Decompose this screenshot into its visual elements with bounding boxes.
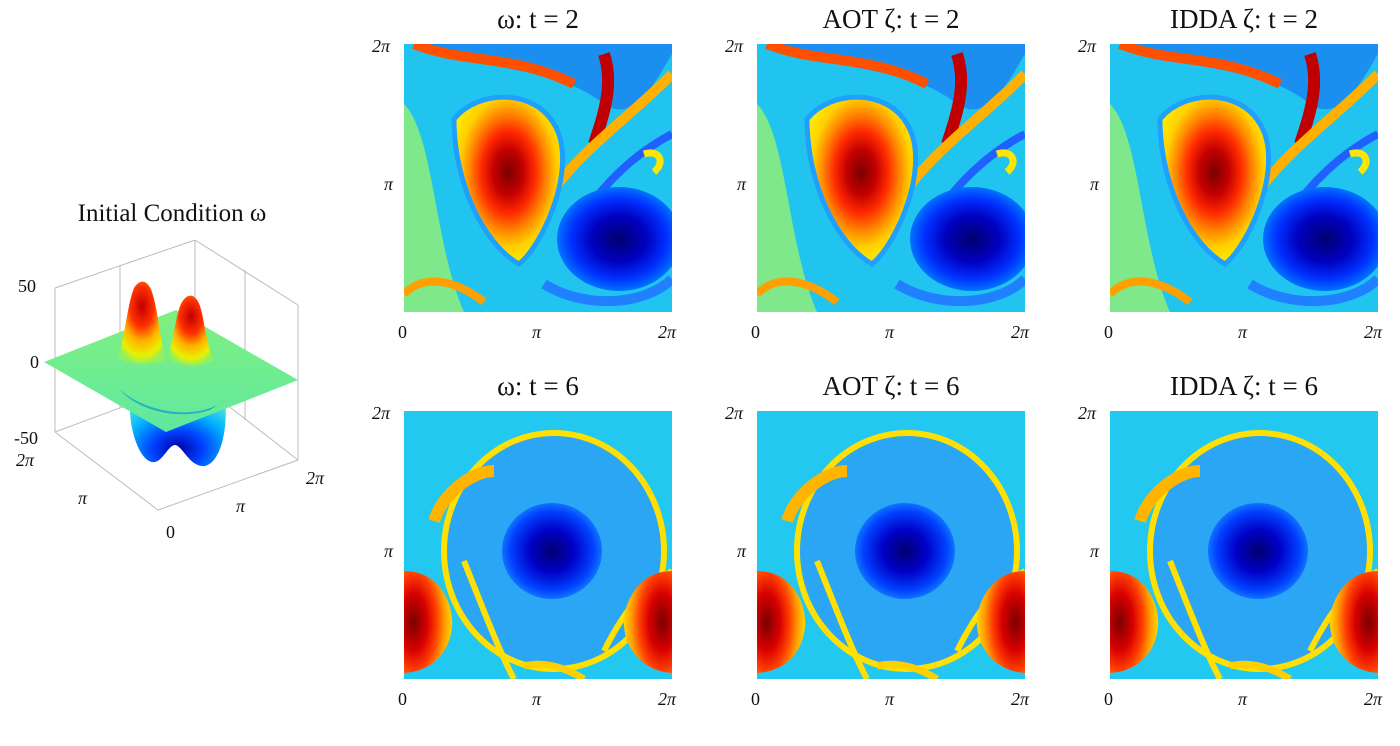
x-tick-pi-3: π (532, 689, 542, 709)
heatmap-panel-0 (404, 44, 672, 312)
x-tick-pi-0: π (532, 322, 542, 342)
ic-surface-svg (44, 239, 299, 511)
x-tick-2pi-5: 2π (1364, 689, 1383, 709)
ic-x-tick-pi: π (236, 496, 246, 516)
heatmap-panel-2 (1110, 44, 1378, 312)
y-tick-2pi-2: 2π (1078, 36, 1097, 56)
y-tick-pi-1: π (737, 174, 747, 194)
ic-z-tick-50: 50 (18, 276, 36, 296)
x-tick-2pi-4: 2π (1011, 689, 1030, 709)
y-tick-2pi-4: 2π (725, 403, 744, 423)
x-tick-2pi-0: 2π (658, 322, 677, 342)
y-tick-pi-4: π (737, 541, 747, 561)
x-tick-pi-1: π (885, 322, 895, 342)
panel-title-4: AOT ζ: t = 6 (822, 371, 960, 401)
heatmap-image-1 (757, 44, 1025, 312)
x-tick-0-3: 0 (398, 689, 407, 709)
y-tick-2pi-3: 2π (372, 403, 391, 423)
x-tick-0-2: 0 (1104, 322, 1113, 342)
ic-x-tick-0: 0 (166, 522, 175, 542)
panel-title-0: ω: t = 2 (497, 4, 579, 34)
panel-title-3: ω: t = 6 (497, 371, 579, 401)
x-tick-pi-4: π (885, 689, 895, 709)
heatmap-image-3 (404, 411, 672, 679)
ic-z-tick-m50: -50 (14, 428, 38, 448)
ic-y-tick-pi: π (78, 488, 88, 508)
heatmap-image-4 (757, 411, 1025, 679)
heatmap-panel-5 (1110, 411, 1378, 679)
x-tick-2pi-2: 2π (1364, 322, 1383, 342)
ic-peak-right (168, 295, 214, 366)
y-tick-2pi-0: 2π (372, 36, 391, 56)
heatmap-panel-4 (757, 411, 1025, 679)
y-tick-pi-0: π (384, 174, 394, 194)
ic-plane (44, 310, 298, 432)
y-tick-pi-2: π (1090, 174, 1100, 194)
ic-peak-left (118, 281, 166, 365)
heatmap-image-2 (1110, 44, 1378, 312)
heatmap-image-5 (1110, 411, 1378, 679)
ic-z-tick-0: 0 (30, 352, 39, 372)
x-tick-0-0: 0 (398, 322, 407, 342)
x-tick-0-5: 0 (1104, 689, 1113, 709)
x-tick-2pi-1: 2π (1011, 322, 1030, 342)
panel-title-5: IDDA ζ: t = 6 (1170, 371, 1318, 401)
x-tick-pi-2: π (1238, 322, 1248, 342)
y-tick-2pi-5: 2π (1078, 403, 1097, 423)
y-tick-2pi-1: 2π (725, 36, 744, 56)
y-tick-pi-5: π (1090, 541, 1100, 561)
ic-y-tick-2pi: 2π (16, 450, 35, 470)
x-tick-0-1: 0 (751, 322, 760, 342)
panel-title-1: AOT ζ: t = 2 (822, 4, 960, 34)
ic-title: Initial Condition ω (77, 200, 267, 227)
heatmap-panel-1 (757, 44, 1025, 312)
y-tick-pi-3: π (384, 541, 394, 561)
panel-title-2: IDDA ζ: t = 2 (1170, 4, 1318, 34)
ic-x-tick-2pi: 2π (306, 468, 325, 488)
heatmap-panel-3 (404, 411, 672, 679)
x-tick-0-4: 0 (751, 689, 760, 709)
ic-surface-plot (0, 239, 340, 555)
heatmap-image-0 (404, 44, 672, 312)
x-tick-pi-5: π (1238, 689, 1248, 709)
x-tick-2pi-3: 2π (658, 689, 677, 709)
